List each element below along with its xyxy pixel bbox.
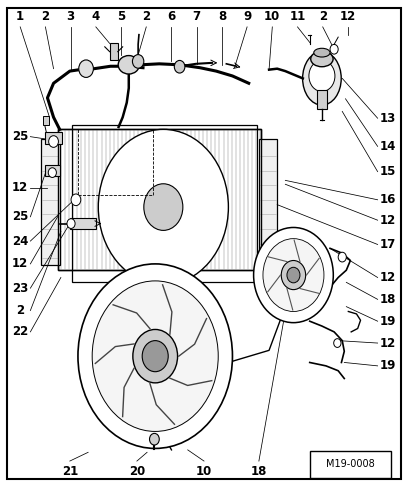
Circle shape xyxy=(49,136,58,148)
Bar xyxy=(58,130,261,270)
Bar xyxy=(58,130,261,270)
Circle shape xyxy=(48,168,56,177)
Circle shape xyxy=(334,338,341,347)
Ellipse shape xyxy=(314,48,330,57)
Text: 12: 12 xyxy=(12,181,28,194)
Circle shape xyxy=(142,340,168,372)
Circle shape xyxy=(144,184,183,230)
Text: M19-0008: M19-0008 xyxy=(326,459,375,469)
Bar xyxy=(317,90,327,109)
Text: 12: 12 xyxy=(380,337,396,350)
Text: 21: 21 xyxy=(62,465,78,478)
Text: 24: 24 xyxy=(12,235,29,247)
Text: 7: 7 xyxy=(193,10,201,23)
Text: 25: 25 xyxy=(12,210,29,224)
Circle shape xyxy=(263,239,324,312)
Ellipse shape xyxy=(303,52,341,105)
Text: 1: 1 xyxy=(16,10,24,23)
Text: 8: 8 xyxy=(218,10,226,23)
Bar xyxy=(45,132,62,144)
Circle shape xyxy=(92,281,218,431)
Circle shape xyxy=(133,55,144,68)
Text: 10: 10 xyxy=(264,10,280,23)
Text: 6: 6 xyxy=(167,10,175,23)
Circle shape xyxy=(78,264,233,449)
Circle shape xyxy=(79,60,93,77)
Bar xyxy=(43,116,49,125)
Text: 2: 2 xyxy=(142,10,150,23)
Text: 15: 15 xyxy=(379,165,396,178)
Circle shape xyxy=(254,227,333,323)
Circle shape xyxy=(281,261,306,290)
Text: 9: 9 xyxy=(243,10,251,23)
Text: 23: 23 xyxy=(12,281,28,295)
Circle shape xyxy=(67,219,75,228)
Text: 5: 5 xyxy=(117,10,125,23)
Bar xyxy=(310,451,391,478)
Circle shape xyxy=(149,433,159,445)
Bar xyxy=(44,165,60,175)
Text: 17: 17 xyxy=(380,238,396,251)
Circle shape xyxy=(133,329,177,383)
Ellipse shape xyxy=(118,56,140,74)
Text: 3: 3 xyxy=(67,10,75,23)
Text: 12: 12 xyxy=(380,214,396,226)
Text: 10: 10 xyxy=(196,465,212,478)
Bar xyxy=(78,130,153,195)
Ellipse shape xyxy=(311,51,333,67)
Text: 12: 12 xyxy=(12,258,28,270)
Bar xyxy=(110,43,118,60)
Text: 19: 19 xyxy=(379,315,396,328)
Bar xyxy=(70,218,96,229)
Bar xyxy=(259,139,277,265)
Text: 22: 22 xyxy=(12,325,28,338)
Circle shape xyxy=(338,252,346,262)
Text: 2: 2 xyxy=(319,10,327,23)
Text: 25: 25 xyxy=(12,130,29,143)
Text: 19: 19 xyxy=(379,359,396,373)
Text: 14: 14 xyxy=(379,140,396,153)
Bar xyxy=(72,125,257,282)
Text: 2: 2 xyxy=(41,10,49,23)
Circle shape xyxy=(287,267,300,283)
Circle shape xyxy=(98,130,228,285)
Circle shape xyxy=(330,44,338,54)
Bar xyxy=(41,139,60,265)
Text: 20: 20 xyxy=(129,465,145,478)
Text: 18: 18 xyxy=(379,293,396,306)
Text: 16: 16 xyxy=(379,193,396,206)
Text: 13: 13 xyxy=(380,112,396,125)
Circle shape xyxy=(174,60,185,73)
Text: 4: 4 xyxy=(92,10,100,23)
Text: 2: 2 xyxy=(16,304,24,317)
Text: 18: 18 xyxy=(251,465,267,478)
Circle shape xyxy=(309,60,335,92)
Circle shape xyxy=(71,194,81,206)
Text: 12: 12 xyxy=(340,10,356,23)
Text: 11: 11 xyxy=(289,10,306,23)
Text: 12: 12 xyxy=(380,271,396,284)
